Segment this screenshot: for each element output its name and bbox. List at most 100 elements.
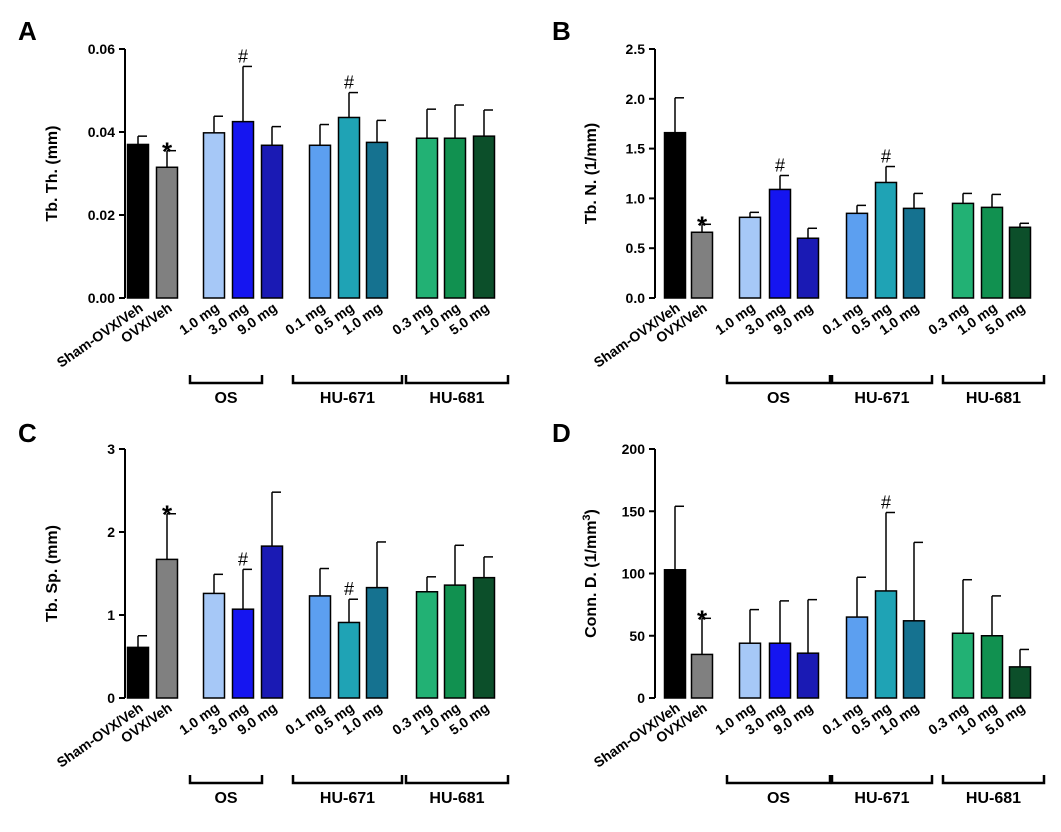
bar [202,592,226,699]
bar [337,116,361,299]
group-bracket [188,375,264,385]
bar [796,237,820,299]
y-tick-label: 0.06 [88,41,115,57]
bar [472,576,496,699]
bar [308,595,332,699]
group-label: OS [214,390,237,407]
bar [126,646,150,699]
group-label: HU-671 [320,790,375,807]
bar [337,621,361,699]
bar [231,120,255,299]
bar [980,206,1004,299]
bar [443,137,467,299]
bar [126,143,150,299]
significance-hash: # [775,155,785,175]
group-bracket [830,775,934,785]
group-label: OS [767,790,790,807]
bar [690,653,714,699]
group-bracket [291,775,404,785]
bar [1008,666,1032,699]
panel-b: B0.00.51.01.52.02.5Tb. N. (1/mm)Sham-OVX… [552,16,1046,407]
group-label: OS [767,390,790,407]
bar [845,616,869,699]
bar [796,652,820,699]
group-bracket [941,775,1046,785]
bar [155,166,179,299]
group-label: HU-671 [854,390,909,407]
y-axis-label: Tb. N. (1/mm) [583,123,600,224]
y-tick-label: 200 [622,441,646,457]
panel-letter: D [552,418,571,448]
bar [663,569,687,699]
group-label: HU-681 [429,390,484,407]
y-tick-label: 1.5 [626,141,646,157]
bar [308,144,332,299]
y-tick-label: 1.0 [626,190,646,206]
bar [874,181,898,299]
bar [365,141,389,299]
y-axis-label: Tb. Sp. (mm) [44,525,61,622]
group-bracket [725,375,832,385]
bar [365,586,389,699]
significance-hash: # [344,73,354,93]
group-label: OS [214,790,237,807]
significance-hash: # [238,46,248,66]
y-tick-label: 3 [107,441,115,457]
group-label: HU-671 [854,790,909,807]
significance-star: * [162,500,173,530]
bar [260,144,284,299]
y-tick-label: 0.04 [88,124,115,140]
y-tick-label: 0 [107,690,115,706]
panel-letter: A [18,16,37,46]
group-bracket [404,775,510,785]
y-axis-label-superscript: 3 [581,514,593,520]
bar [260,545,284,699]
bar [202,132,226,299]
y-axis-label: Tb. Th. (mm) [44,126,61,222]
bar [472,135,496,299]
bar [951,202,975,299]
bar [902,207,926,299]
significance-star: * [697,210,708,240]
significance-hash: # [238,549,248,569]
y-tick-label: 0.0 [626,290,646,306]
group-bracket [941,375,1046,385]
group-bracket [830,375,934,385]
group-label: HU-681 [966,390,1021,407]
bar [231,608,255,699]
group-bracket [725,775,832,785]
y-tick-label: 2.0 [626,91,646,107]
bar [768,642,792,699]
bar [902,620,926,699]
significance-hash: # [881,147,891,167]
significance-hash: # [881,492,891,512]
bar [874,590,898,699]
bar [951,632,975,699]
y-tick-label: 100 [622,566,646,582]
panel-letter: C [18,418,37,448]
bar [845,212,869,299]
bar [768,188,792,299]
y-tick-label: 0.02 [88,207,115,223]
bar [690,231,714,299]
bar [155,558,179,699]
y-tick-label: 0.5 [626,240,646,256]
y-tick-label: 50 [629,628,645,644]
group-label: HU-681 [966,790,1021,807]
y-tick-label: 2 [107,524,115,540]
y-tick-label: 150 [622,503,646,519]
y-tick-label: 1 [107,607,115,623]
y-axis-label-end: ) [583,509,600,514]
panel-letter: B [552,16,571,46]
bar [415,591,439,699]
group-bracket [291,375,404,385]
bar [1008,226,1032,299]
y-tick-label: 2.5 [626,41,646,57]
bar [663,131,687,299]
group-bracket [188,775,264,785]
y-tick-label: 0.00 [88,290,115,306]
